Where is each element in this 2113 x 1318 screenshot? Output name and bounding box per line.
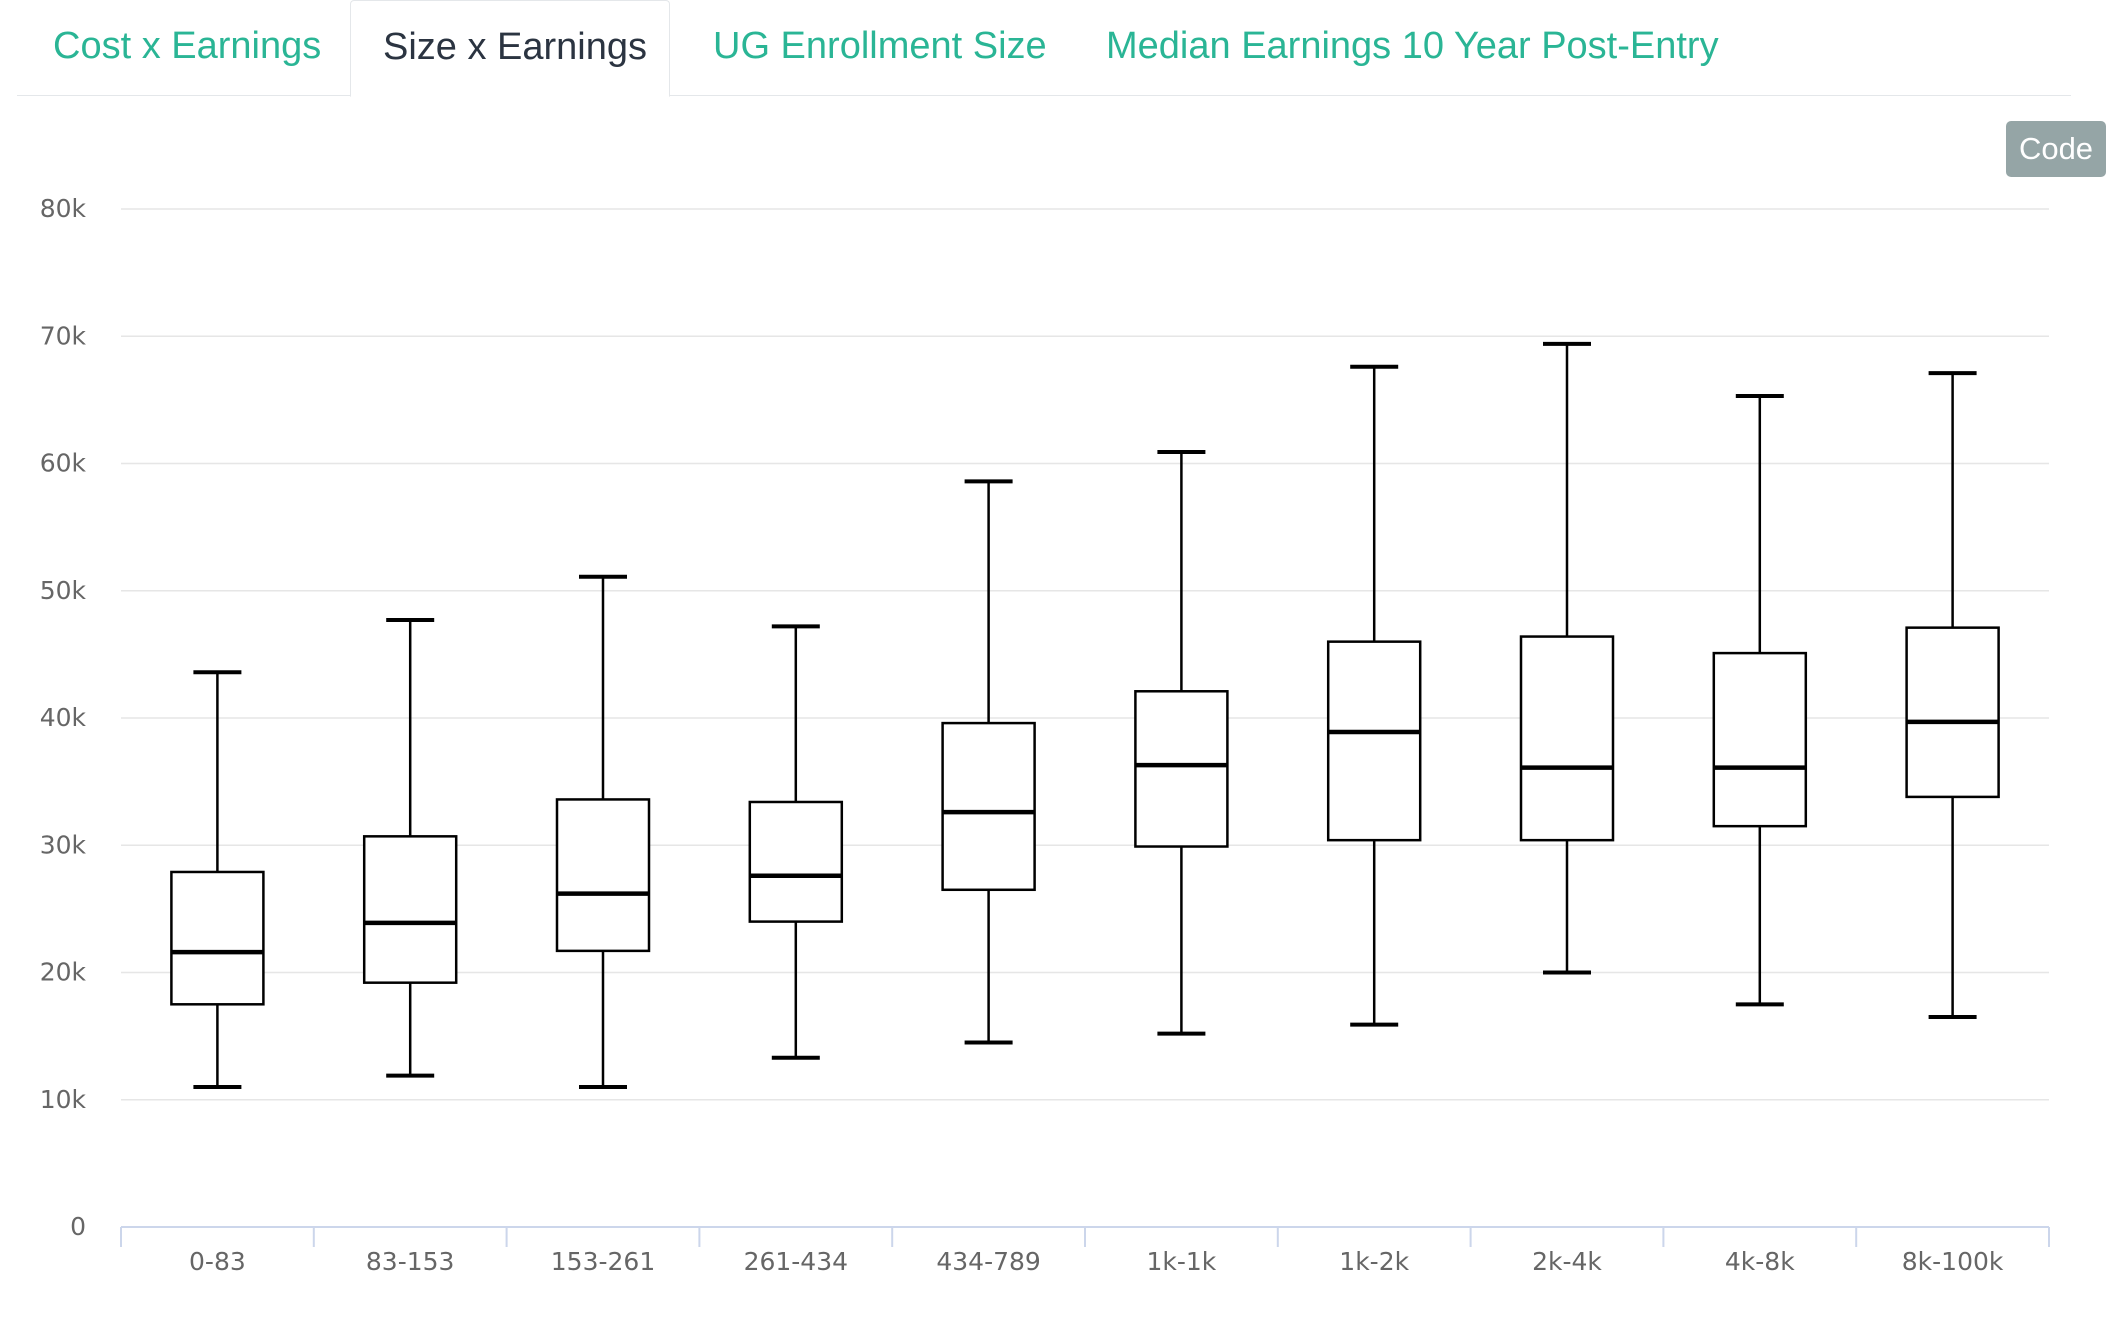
box-261-434[interactable]	[748, 624, 844, 1060]
y-axis-labels: 0 10k 20k 30k 40k 50k 60k 70k 80k	[40, 194, 87, 1241]
x-tick-label: 4k-8k	[1725, 1247, 1795, 1276]
tab-size-x-earnings[interactable]: Size x Earnings	[350, 0, 670, 97]
y-tick-label: 50k	[40, 576, 87, 605]
code-button[interactable]: Code	[2006, 121, 2106, 177]
iqr-box	[555, 798, 651, 953]
box-434-789[interactable]	[941, 479, 1036, 1045]
box-2k-4k[interactable]	[1519, 341, 1615, 975]
iqr-box	[1905, 626, 2000, 799]
tab-bar: Cost x Earnings Size x Earnings UG Enrol…	[17, 0, 2071, 97]
box-8k-100k[interactable]	[1905, 371, 2000, 1020]
tab-median-earnings[interactable]: Median Earnings 10 Year Post-Entry	[1106, 25, 1719, 67]
x-axis-labels: 0-83 83-153 153-261 261-434 434-789 1k-1k 1k-2…	[189, 1247, 2004, 1276]
tab-cost-x-earnings[interactable]: Cost x Earnings	[53, 25, 322, 67]
boxes	[170, 341, 2000, 1090]
iqr-box	[1712, 651, 1808, 828]
x-tick-label: 261-434	[744, 1247, 848, 1276]
x-tick-label: 1k-2k	[1339, 1247, 1409, 1276]
iqr-box	[748, 800, 844, 923]
x-tick-label: 153-261	[551, 1247, 655, 1276]
y-tick-label: 0	[70, 1212, 86, 1241]
iqr-box	[170, 870, 265, 1006]
x-tick-label: 1k-1k	[1147, 1247, 1217, 1276]
box-4k-8k[interactable]	[1712, 394, 1808, 1007]
iqr-box	[362, 835, 458, 984]
y-tick-label: 30k	[40, 830, 87, 859]
box-1k-2k[interactable]	[1326, 364, 1422, 1027]
y-tick-label: 60k	[40, 449, 87, 478]
tab-ug-enrollment-size[interactable]: UG Enrollment Size	[713, 25, 1047, 67]
iqr-box	[1326, 640, 1422, 842]
box-0-83[interactable]	[170, 670, 265, 1090]
iqr-box	[1134, 690, 1229, 848]
x-tick-label: 83-153	[366, 1247, 455, 1276]
x-tick-label: 8k-100k	[1902, 1247, 2004, 1276]
x-tick-label: 434-789	[936, 1247, 1040, 1276]
box-83-153[interactable]	[362, 618, 458, 1078]
iqr-box	[1519, 635, 1615, 842]
y-tick-label: 20k	[40, 958, 87, 987]
y-tick-label: 10k	[40, 1085, 87, 1114]
x-axis	[120, 1226, 2050, 1247]
y-tick-label: 40k	[40, 703, 87, 732]
iqr-box	[941, 721, 1036, 892]
box-1k-1k[interactable]	[1134, 450, 1229, 1036]
x-tick-label: 2k-4k	[1532, 1247, 1602, 1276]
x-tick-label: 0-83	[189, 1247, 246, 1276]
y-tick-label: 70k	[40, 321, 87, 350]
box-153-261[interactable]	[555, 574, 651, 1090]
y-tick-label: 80k	[40, 194, 87, 223]
